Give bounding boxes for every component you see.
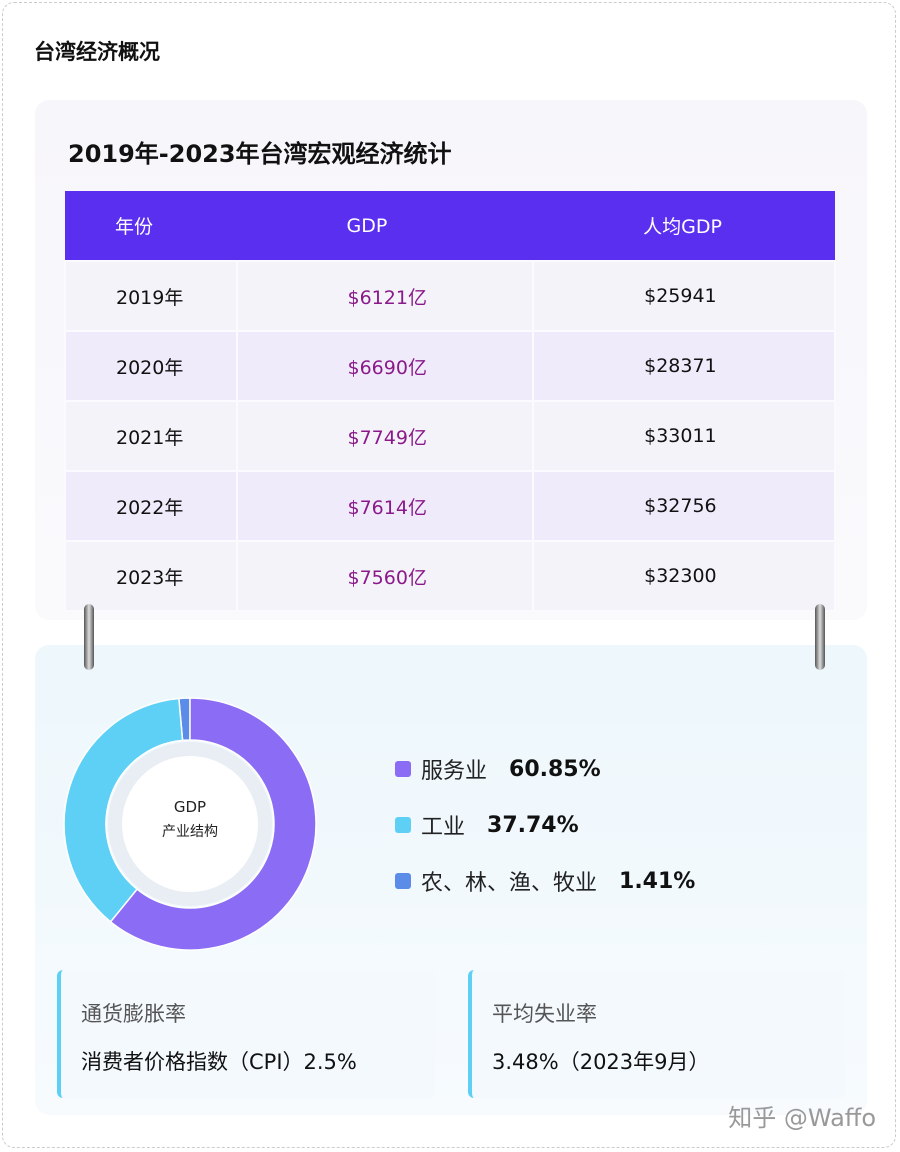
row: 2021年 $7749亿 $33011 bbox=[64, 400, 836, 472]
cell: 2022年 bbox=[64, 470, 238, 542]
header-cell: 人均GDP bbox=[533, 191, 835, 261]
card-value: 消费者价格指数（CPI）2.5% bbox=[81, 1050, 357, 1074]
header-cell: GDP bbox=[236, 191, 534, 261]
cell: $33011 bbox=[532, 400, 836, 472]
row: 2022年 $7614亿 $32756 bbox=[64, 470, 836, 542]
ring bbox=[815, 604, 825, 670]
cell: $32756 bbox=[532, 470, 836, 542]
cell: $7614亿 bbox=[235, 470, 535, 542]
row: 2020年 $6690亿 $28371 bbox=[64, 330, 836, 402]
cell: $25941 bbox=[532, 260, 836, 332]
legend-item: 服务业 60.85% bbox=[395, 754, 601, 784]
legend-value: 37.74% bbox=[487, 812, 579, 838]
legend-value: 1.41% bbox=[619, 868, 696, 894]
cell: $7749亿 bbox=[235, 400, 535, 472]
donut-segment bbox=[109, 697, 317, 951]
watermark: 知乎 @Waffo bbox=[728, 1104, 876, 1132]
table-title: 2019年-2023年台湾宏观经济统计 bbox=[68, 140, 452, 168]
row: 2023年 $7560亿 $32300 bbox=[64, 540, 836, 612]
card: 平均失业率 3.48%（2023年9月） bbox=[468, 970, 845, 1098]
card-value: 3.48%（2023年9月） bbox=[492, 1050, 710, 1074]
cell: 2020年 bbox=[64, 330, 238, 402]
card-label: 平均失业率 bbox=[492, 1002, 597, 1026]
legend-value: 60.85% bbox=[509, 756, 601, 782]
row: 2019年 $6121亿 $25941 bbox=[64, 260, 836, 332]
cell: 2021年 bbox=[64, 400, 238, 472]
legend-label: 工业 bbox=[421, 815, 466, 840]
cell: $32300 bbox=[532, 540, 836, 612]
legend-swatch bbox=[395, 761, 411, 777]
legend-label: 农、林、渔、牧业 bbox=[421, 871, 598, 896]
card: 通货膨胀率消费者价格指数（CPI）2.5% bbox=[57, 970, 435, 1098]
center-label: 产业结构 bbox=[162, 824, 218, 840]
cell: $6690亿 bbox=[235, 330, 535, 402]
legend-item: 农、林、渔、牧业 1.41% bbox=[395, 866, 695, 896]
legend-swatch bbox=[395, 873, 411, 889]
header-cell: 年份 bbox=[65, 191, 237, 261]
center-label: GDP bbox=[174, 798, 206, 816]
legend-swatch bbox=[395, 817, 411, 833]
cell: 2023年 bbox=[64, 540, 238, 612]
cell: 2019年 bbox=[64, 260, 238, 332]
header-row: 年份 GDP 人均GDP bbox=[65, 191, 835, 261]
center bbox=[122, 756, 258, 892]
ring bbox=[84, 604, 94, 670]
table: 年份 GDP 人均GDP 2019年 $6121亿 $25941 2020年 $6690亿 $2… bbox=[64, 191, 836, 612]
page-title: 台湾经济概况 bbox=[34, 40, 160, 64]
legend-label: 服务业 bbox=[421, 759, 488, 784]
card-label: 通货膨胀率 bbox=[81, 1002, 186, 1026]
cell: $7560亿 bbox=[235, 540, 535, 612]
donut-segment bbox=[63, 697, 184, 923]
legend-item: 工业 37.74% bbox=[395, 810, 579, 840]
donut-chart: GDP 产业结构 bbox=[63, 697, 317, 951]
cell: $28371 bbox=[532, 330, 836, 402]
cell: $6121亿 bbox=[235, 260, 535, 332]
